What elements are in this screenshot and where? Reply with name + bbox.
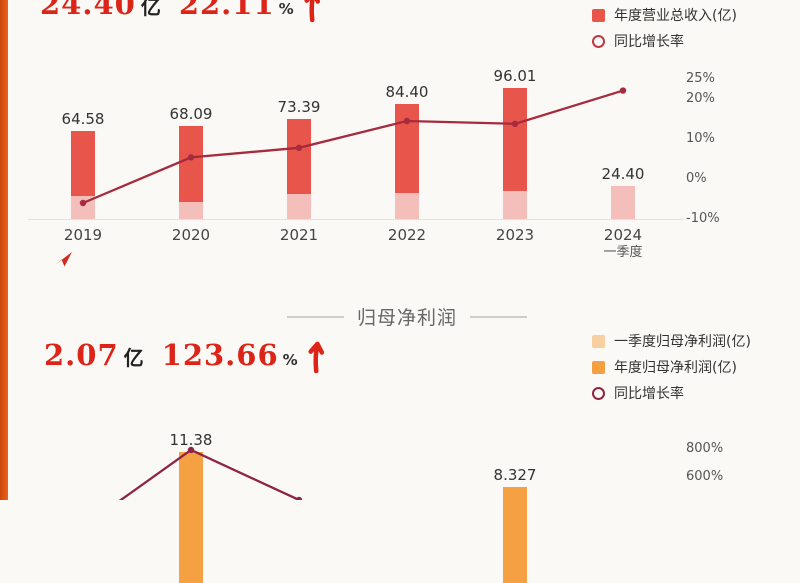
bar	[179, 201, 203, 219]
right-axis-tick: 600%	[686, 469, 724, 484]
profit-q1-value: 2.07	[44, 338, 119, 372]
revenue-unit-label: 亿	[140, 0, 161, 19]
right-axis-tick: 0%	[686, 171, 707, 186]
percent-sign: %	[278, 0, 294, 18]
charts-layer: 64.58 68.09 73.39 84.40 96.01 24.40 25% 20% 10% 0…	[28, 67, 724, 583]
profit-unit-label: 亿	[123, 346, 144, 370]
left-accent-stripe	[0, 0, 8, 500]
bar	[287, 194, 311, 219]
legend-label: 年度归母净利润(亿)	[614, 360, 737, 376]
light-orange-square-swatch-icon	[592, 334, 605, 348]
bar	[71, 195, 95, 219]
x-axis-category-label: 2021	[279, 226, 319, 244]
ring-swatch-icon	[592, 34, 605, 48]
title-divider-left	[287, 315, 344, 318]
title-divider-right	[470, 315, 528, 318]
right-axis-tick: 10%	[686, 131, 715, 146]
orange-square-swatch-icon	[592, 360, 605, 374]
legend-item-q1-profit: 一季度归母净利润(亿)	[592, 331, 751, 351]
legend-item-yoy-growth: 同比增长率	[592, 383, 751, 403]
bar-value-label: 84.40	[385, 82, 429, 101]
bar	[611, 185, 635, 219]
growth-rate-line	[118, 446, 303, 500]
page-title: 归母净利润	[357, 307, 458, 329]
percent-sign: %	[282, 351, 298, 369]
bar	[503, 487, 527, 583]
legend-label: 同比增长率	[614, 386, 684, 402]
legend-label: 同比增长率	[614, 34, 684, 50]
right-axis-tick: 800%	[686, 441, 724, 456]
financial-infographic: { "page": { "accent_stripe_color": "#E05…	[0, 0, 751, 583]
profit-section-title: 归母净利润	[287, 303, 528, 330]
bar	[179, 452, 203, 583]
trend-up-arrow-icon	[305, 340, 329, 378]
x-axis-category-label: 2020	[171, 226, 211, 244]
profit-growth-value: 123.66	[161, 338, 279, 372]
revenue-q1-value: 24.40	[40, 0, 136, 21]
legend-item-annual-revenue: 年度营业总收入(亿)	[592, 5, 737, 25]
legend-item-annual-profit: 年度归母净利润(亿)	[592, 357, 751, 377]
x-axis-category-label: 2024 一季度	[603, 226, 643, 261]
bar-value-label: 11.38	[169, 431, 213, 450]
legend-label: 年度营业总收入(亿)	[614, 8, 737, 24]
right-axis-tick: 20%	[686, 91, 715, 106]
right-axis-tick: -10%	[686, 211, 720, 226]
bar	[503, 191, 527, 219]
revenue-legend: 年度营业总收入(亿) 同比增长率	[592, 5, 737, 51]
growth-rate-line	[79, 87, 627, 207]
revenue-q1-stats: 24.40 亿 22.11 %	[40, 0, 323, 23]
x-axis-category-label: 2022	[387, 226, 427, 244]
x-axis-category-label: 2019	[63, 226, 103, 244]
annotation-ne-arrow-icon	[55, 251, 73, 269]
bar-value-label: 96.01	[493, 67, 537, 86]
bar-value-label: 73.39	[277, 97, 321, 116]
bar	[395, 193, 419, 219]
revenue-growth-value: 22.11	[178, 0, 275, 21]
x-axis-category-label: 2023	[495, 226, 535, 244]
legend-label: 一季度归母净利润(亿)	[614, 334, 751, 350]
ring-swatch-icon	[592, 386, 605, 400]
right-axis-tick: 25%	[686, 71, 715, 86]
bar-value-label: 24.40	[601, 164, 645, 183]
profit-q1-stats: 2.07 亿 123.66 %	[44, 338, 327, 374]
bar-value-label: 68.09	[169, 105, 213, 124]
bar-value-label: 64.58	[61, 109, 105, 128]
legend-item-yoy-growth: 同比增长率	[592, 31, 737, 51]
x-axis-line	[28, 219, 684, 220]
bar-value-label: 8.327	[493, 466, 537, 485]
red-square-swatch-icon	[592, 8, 605, 22]
profit-legend: 一季度归母净利润(亿) 年度归母净利润(亿) 同比增长率	[592, 331, 751, 403]
trend-up-arrow-icon	[301, 0, 325, 27]
